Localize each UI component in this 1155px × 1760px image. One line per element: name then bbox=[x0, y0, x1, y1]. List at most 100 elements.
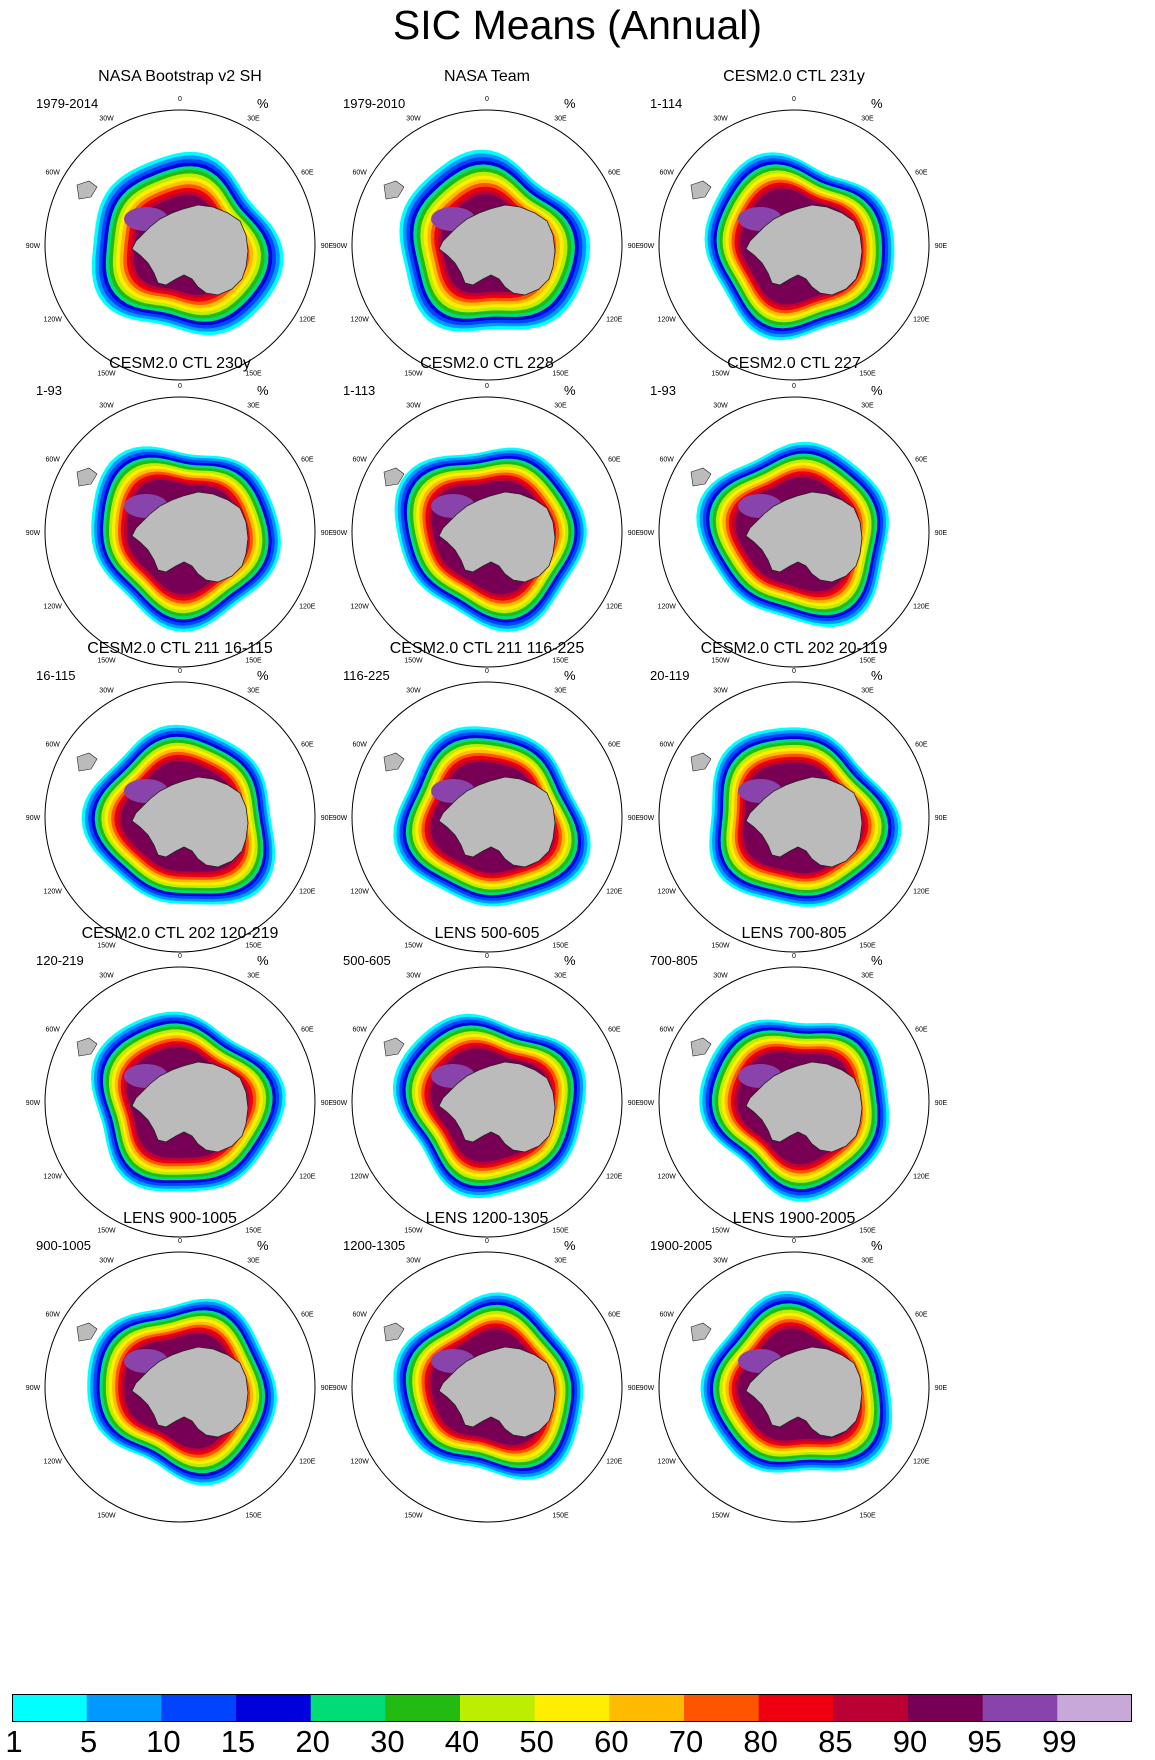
colorbar-label: 70 bbox=[668, 1724, 704, 1759]
polar-map: 030E60E90E120E150E180150W120W90W60W30W bbox=[333, 96, 641, 381]
south-america-land bbox=[76, 1322, 98, 1342]
polar-map: 030E60E90E120E150E180150W120W90W60W30W bbox=[333, 668, 641, 953]
south-america-land bbox=[690, 1037, 712, 1057]
longitude-label: 90W bbox=[333, 1100, 348, 1107]
longitude-label: 30E bbox=[247, 1258, 260, 1265]
map-panel: 030E60E90E120E150E180150W120W90W60W30WCE… bbox=[624, 640, 964, 960]
longitude-label: 60E bbox=[608, 170, 621, 177]
polar-map: 030E60E90E120E150E180150W120W90W60W30W bbox=[26, 383, 334, 668]
longitude-label: 60E bbox=[915, 1312, 928, 1319]
longitude-label: 0 bbox=[485, 668, 489, 675]
polar-map: 030E60E90E120E150E180150W120W90W60W30W bbox=[26, 96, 334, 381]
antarctica-land bbox=[131, 776, 249, 868]
colorbar-swatch bbox=[609, 1694, 685, 1722]
longitude-label: 150W bbox=[711, 370, 730, 377]
longitude-label: 60W bbox=[352, 457, 367, 464]
longitude-label: 150E bbox=[552, 942, 569, 949]
longitude-label: 0 bbox=[485, 953, 489, 960]
antarctica-land bbox=[745, 204, 863, 296]
antarctica-land bbox=[438, 204, 556, 296]
colorbar-label: 15 bbox=[220, 1724, 256, 1759]
longitude-label: 30E bbox=[861, 688, 874, 695]
south-america-land bbox=[383, 180, 405, 200]
colorbar-label: 60 bbox=[594, 1724, 629, 1759]
south-america-land bbox=[690, 180, 712, 200]
panel-years: 120-219 bbox=[36, 953, 84, 968]
longitude-label: 120W bbox=[658, 889, 677, 896]
longitude-label: 150E bbox=[552, 1227, 569, 1234]
longitude-label: 150E bbox=[552, 657, 569, 664]
colorbar-swatch bbox=[161, 1694, 237, 1722]
antarctica-land bbox=[131, 1061, 249, 1153]
longitude-label: 150W bbox=[404, 1512, 423, 1519]
longitude-label: 150W bbox=[97, 1512, 116, 1519]
longitude-label: 90W bbox=[640, 1100, 655, 1107]
colorbar-label: 5 bbox=[80, 1724, 98, 1759]
longitude-label: 120E bbox=[606, 604, 623, 611]
longitude-label: 0 bbox=[485, 96, 489, 103]
south-america-land bbox=[690, 467, 712, 487]
colorbar bbox=[12, 1694, 1132, 1722]
colorbar-swatch bbox=[908, 1694, 984, 1722]
longitude-label: 120W bbox=[44, 604, 63, 611]
longitude-label: 120W bbox=[351, 317, 370, 324]
colorbar-label: 99 bbox=[1042, 1724, 1077, 1759]
longitude-label: 150W bbox=[404, 370, 423, 377]
longitude-label: 30E bbox=[554, 973, 567, 980]
panel-unit: % bbox=[257, 96, 269, 111]
panel-unit: % bbox=[871, 96, 883, 111]
colorbar-label: 90 bbox=[892, 1724, 928, 1759]
longitude-label: 0 bbox=[792, 96, 796, 103]
longitude-label: 120W bbox=[351, 889, 370, 896]
panel-title: LENS 1200-1305 bbox=[425, 1210, 549, 1227]
colorbar-swatch bbox=[310, 1694, 386, 1722]
longitude-label: 30W bbox=[713, 403, 728, 410]
polar-map: 030E60E90E120E150E180150W120W90W60W30W bbox=[26, 953, 334, 1238]
longitude-label: 0 bbox=[485, 383, 489, 390]
panel-years: 900-1005 bbox=[36, 1238, 91, 1253]
longitude-label: 30E bbox=[861, 403, 874, 410]
longitude-label: 60W bbox=[45, 1312, 60, 1319]
longitude-label: 30W bbox=[406, 403, 421, 410]
panel-title: CESM2.0 CTL 211 16-115 bbox=[87, 640, 273, 657]
south-america-land bbox=[383, 752, 405, 772]
longitude-label: 150W bbox=[711, 942, 730, 949]
longitude-label: 0 bbox=[178, 383, 182, 390]
longitude-label: 60W bbox=[659, 457, 674, 464]
longitude-label: 150W bbox=[97, 942, 116, 949]
longitude-label: 60W bbox=[659, 1027, 674, 1034]
south-america-land bbox=[690, 1322, 712, 1342]
longitude-label: 30W bbox=[99, 1258, 114, 1265]
longitude-label: 0 bbox=[178, 1238, 182, 1245]
map-panel: 030E60E90E120E150E180150W120W90W60W30WLE… bbox=[10, 1210, 350, 1530]
map-panel: 030E60E90E120E150E180150W120W90W60W30WLE… bbox=[624, 1210, 964, 1530]
longitude-label: 60E bbox=[915, 457, 928, 464]
longitude-label: 120E bbox=[299, 1174, 316, 1181]
longitude-label: 60W bbox=[45, 457, 60, 464]
longitude-label: 150W bbox=[97, 657, 116, 664]
panel-title: CESM2.0 CTL 202 20-119 bbox=[700, 640, 888, 657]
longitude-label: 120E bbox=[913, 889, 930, 896]
longitude-label: 120W bbox=[44, 889, 63, 896]
antarctica-land bbox=[438, 1346, 556, 1438]
antarctica-land bbox=[131, 491, 249, 583]
map-panel: 030E60E90E120E150E180150W120W90W60W30WCE… bbox=[624, 68, 964, 388]
longitude-label: 60W bbox=[45, 742, 60, 749]
longitude-label: 150E bbox=[859, 1227, 876, 1234]
colorbar-swatch bbox=[1057, 1694, 1132, 1722]
longitude-label: 90E bbox=[935, 1385, 948, 1392]
longitude-label: 60E bbox=[301, 1027, 314, 1034]
longitude-label: 90W bbox=[26, 243, 41, 250]
map-panel: 030E60E90E120E150E180150W120W90W60W30WCE… bbox=[10, 355, 350, 675]
longitude-label: 30E bbox=[247, 973, 260, 980]
colorbar-swatch bbox=[385, 1694, 461, 1722]
polar-map: 030E60E90E120E150E180150W120W90W60W30W bbox=[640, 953, 948, 1238]
colorbar-swatch bbox=[12, 1694, 88, 1722]
longitude-label: 120E bbox=[606, 1459, 623, 1466]
panel-years: 1979-2014 bbox=[36, 96, 99, 111]
colorbar-label: 95 bbox=[967, 1724, 1002, 1759]
longitude-label: 90E bbox=[321, 1385, 334, 1392]
longitude-label: 30W bbox=[713, 688, 728, 695]
panel-title: CESM2.0 CTL 211 116-225 bbox=[389, 640, 585, 657]
longitude-label: 90E bbox=[628, 1100, 641, 1107]
